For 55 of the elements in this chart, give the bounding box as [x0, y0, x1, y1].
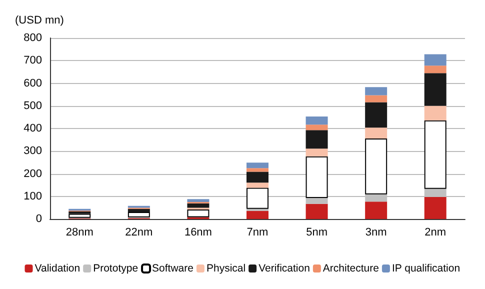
bar: [365, 202, 388, 219]
y-tick-label: 0: [36, 213, 42, 225]
bar: [424, 197, 446, 219]
legend-label: Software: [152, 262, 194, 274]
bar: [128, 208, 150, 212]
bar: [246, 210, 268, 219]
y-tick-label: 300: [24, 145, 42, 158]
bar: [306, 198, 328, 204]
bar: [128, 212, 150, 218]
bar: [365, 128, 388, 138]
bar: [246, 188, 268, 209]
y-axis-title: (USD mn): [15, 14, 64, 26]
bar: [187, 203, 210, 208]
bar: [424, 106, 446, 120]
x-tick-label: 2nm: [424, 226, 446, 238]
bar: [246, 162, 268, 168]
legend-label: Prototype: [93, 262, 138, 274]
bar: [424, 66, 446, 74]
bar: [246, 172, 268, 183]
bar: [365, 95, 388, 102]
bar: [424, 54, 446, 66]
y-tick-label: 700: [24, 54, 42, 67]
y-tick-label: 800: [24, 32, 42, 44]
y-tick-label: 400: [24, 122, 42, 134]
x-tick-label: 22nm: [125, 226, 153, 238]
bar: [187, 210, 210, 218]
legend-label: Verification: [258, 262, 310, 274]
legend-label: IP qualification: [392, 262, 460, 274]
bar: [246, 168, 268, 172]
bar: [365, 138, 388, 194]
y-tick-label: 500: [24, 100, 42, 112]
y-tick-label: 600: [24, 77, 42, 90]
legend-label: Architecture: [322, 262, 380, 274]
y-tick-label: 200: [24, 168, 42, 180]
bar: [306, 116, 328, 125]
bar: [187, 199, 210, 202]
y-tick-label: 100: [24, 190, 42, 202]
x-tick-label: 16nm: [184, 226, 212, 238]
bar: [68, 214, 91, 218]
bar: [365, 102, 388, 128]
x-tick-label: 7nm: [246, 226, 268, 238]
bar: [306, 156, 328, 198]
x-tick-label: 5nm: [306, 226, 328, 238]
bar: [306, 130, 328, 149]
bar: [365, 87, 388, 96]
x-tick-label: 28nm: [66, 226, 94, 238]
bar: [306, 148, 328, 156]
x-tick-label: 3nm: [365, 226, 387, 238]
bar: [424, 73, 446, 106]
bar: [246, 182, 268, 188]
bar: [306, 124, 328, 130]
bar: [306, 204, 328, 219]
legend-label: Validation: [34, 262, 80, 274]
bar: [424, 120, 446, 189]
legend-label: Physical: [206, 262, 246, 274]
